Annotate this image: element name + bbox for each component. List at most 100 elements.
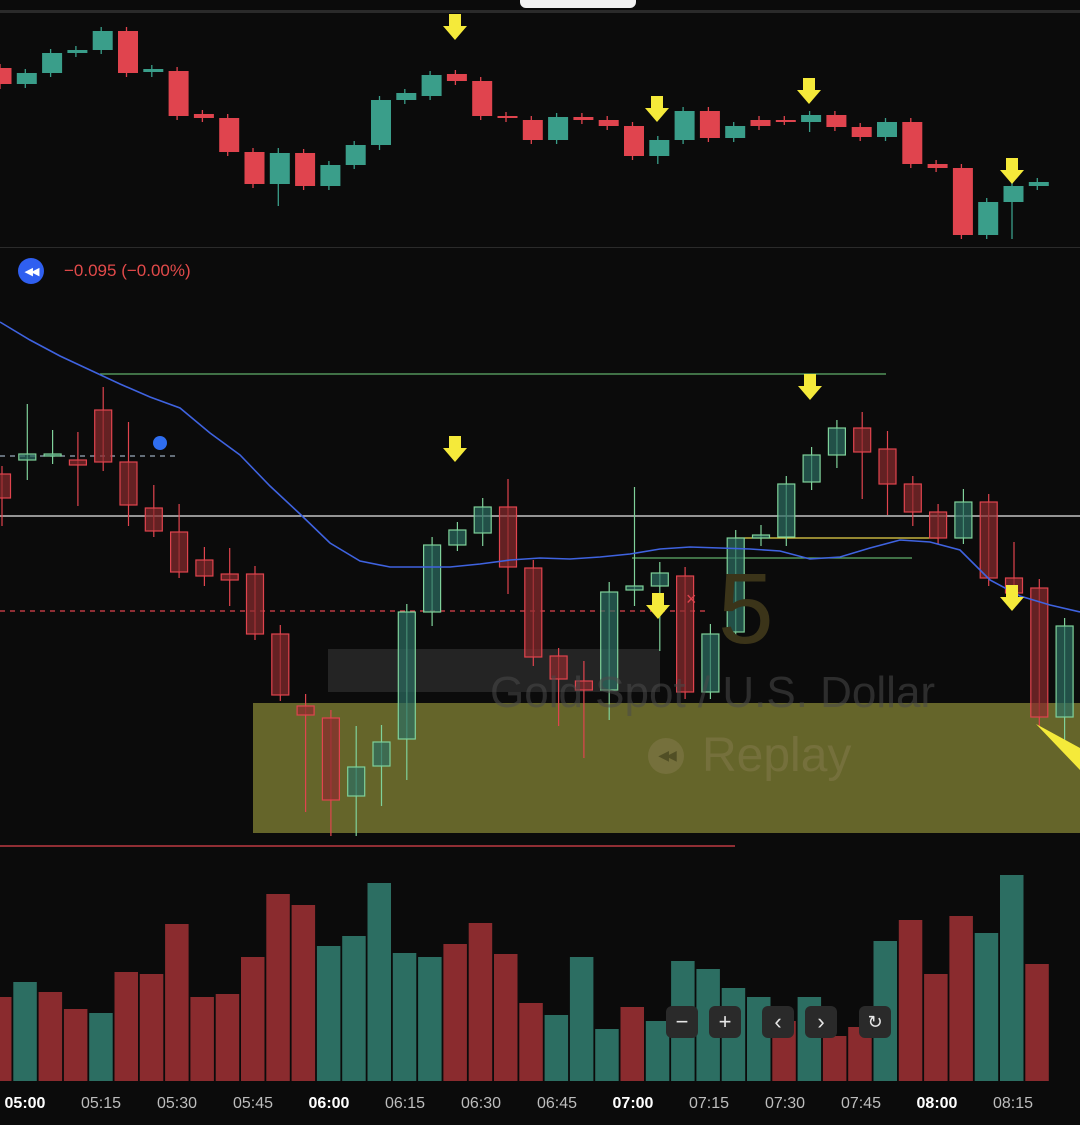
zoom-in-button[interactable]: +: [709, 1006, 741, 1038]
lower-candle: [119, 461, 138, 506]
scroll-forward-button[interactable]: ›: [805, 1006, 837, 1038]
arrow-layer: [443, 14, 1080, 770]
x-tick-label: 07:45: [841, 1095, 881, 1112]
upper-candle: [750, 120, 771, 126]
x-tick-label: 07:15: [689, 1095, 729, 1112]
x-tick-label: 07:00: [613, 1095, 654, 1112]
watermark-symbol: Gold Spot / U.S. Dollar: [490, 668, 936, 717]
down-arrow-icon: [443, 14, 467, 40]
lower-candle: [68, 459, 88, 466]
upper-candle: [548, 117, 569, 140]
zoom-out-button[interactable]: −: [666, 1006, 698, 1038]
volume-bar: [114, 972, 138, 1081]
x-tick-label: 06:15: [385, 1095, 425, 1112]
upper-candle: [0, 68, 12, 84]
volume-bar: [468, 923, 493, 1081]
lower-candle: [878, 448, 897, 485]
upper-candle: [168, 71, 189, 116]
zones-layer: [253, 649, 1080, 833]
upper-candle: [649, 140, 670, 156]
volume-bar: [63, 1009, 88, 1081]
volume-bar: [367, 883, 391, 1081]
volume-bar: [569, 957, 594, 1081]
x-marker: ×: [686, 589, 697, 609]
volume-bar: [620, 1007, 644, 1081]
lower-candle: [650, 572, 669, 587]
upper-candle: [472, 81, 493, 116]
lower-candle: [43, 453, 62, 457]
lower-candle: [574, 680, 594, 691]
upper-candle: [877, 122, 897, 137]
lower-candle: [0, 473, 12, 499]
lower-candle: [726, 537, 745, 633]
x-tick-label: 06:00: [309, 1095, 350, 1112]
higher-timeframe-candles: [0, 27, 1049, 239]
lower-candle: [549, 655, 568, 680]
volume-bar: [241, 957, 265, 1081]
top-rule: [0, 10, 1080, 13]
replay-rewind-icon[interactable]: ◀◀: [18, 258, 44, 284]
volume-bar: [494, 954, 518, 1081]
volume-bar: [291, 905, 316, 1081]
upper-candle: [927, 164, 948, 168]
upper-candle: [118, 31, 138, 73]
upper-candle: [67, 50, 88, 53]
reset-chart-button[interactable]: ↻: [859, 1006, 891, 1038]
x-tick-label: 06:30: [461, 1095, 501, 1112]
pane-separator: [0, 247, 1080, 248]
down-arrow-icon: [798, 374, 822, 400]
down-arrow-icon: [797, 78, 821, 104]
down-arrow-icon: [646, 593, 670, 619]
x-tick-label: 07:30: [765, 1095, 805, 1112]
volume-bar: [215, 994, 240, 1081]
lower-candle: [94, 409, 113, 463]
upper-candle: [1028, 182, 1049, 186]
volume-bar: [0, 997, 12, 1081]
volume-bar: [418, 957, 442, 1081]
blue-marker: [153, 436, 167, 450]
volume-bar: [190, 997, 214, 1081]
lower-candle: [423, 544, 442, 613]
top-handle[interactable]: [520, 0, 636, 8]
upper-candle: [674, 111, 695, 140]
lower-candle: [625, 585, 644, 591]
volume-bar: [342, 936, 366, 1081]
lower-candle: [802, 454, 821, 483]
volume-bar: [443, 944, 467, 1081]
lower-candle: [195, 559, 214, 577]
upper-candle: [92, 31, 113, 50]
upper-candle: [42, 53, 63, 73]
x-tick-label: 05:30: [157, 1095, 197, 1112]
demand-zone: [253, 703, 1080, 833]
volume-bar: [645, 1021, 670, 1081]
volume-bar: [519, 1003, 543, 1081]
lower-candle: [979, 501, 998, 579]
upper-candle: [371, 100, 391, 145]
lower-candle: [954, 501, 973, 539]
lower-candle: [347, 766, 366, 797]
volume-bar: [949, 916, 973, 1081]
lower-candle: [473, 506, 492, 534]
lower-candle: [296, 705, 315, 716]
scroll-back-button[interactable]: ‹: [762, 1006, 794, 1038]
lower-candle: [751, 534, 771, 539]
pointer-arrow-icon: [1036, 724, 1080, 770]
volume-bar: [1025, 964, 1049, 1081]
upper-candle: [295, 153, 316, 186]
lower-candle: [397, 611, 416, 740]
lower-candle: [1055, 625, 1074, 718]
x-tick-label: 05:15: [81, 1095, 121, 1112]
lower-candle: [903, 483, 922, 513]
upper-candle: [193, 114, 214, 118]
watermark-replay: ◀◀ Replay: [648, 728, 851, 783]
lower-candle: [498, 506, 518, 568]
lower-candle: [600, 591, 619, 691]
volume-bar: [392, 953, 417, 1081]
down-arrow-icon: [1000, 158, 1024, 184]
upper-candle: [775, 120, 796, 122]
x-tick-label: 08:00: [917, 1095, 958, 1112]
lower-candle: [524, 567, 543, 658]
upper-candle: [573, 117, 594, 120]
